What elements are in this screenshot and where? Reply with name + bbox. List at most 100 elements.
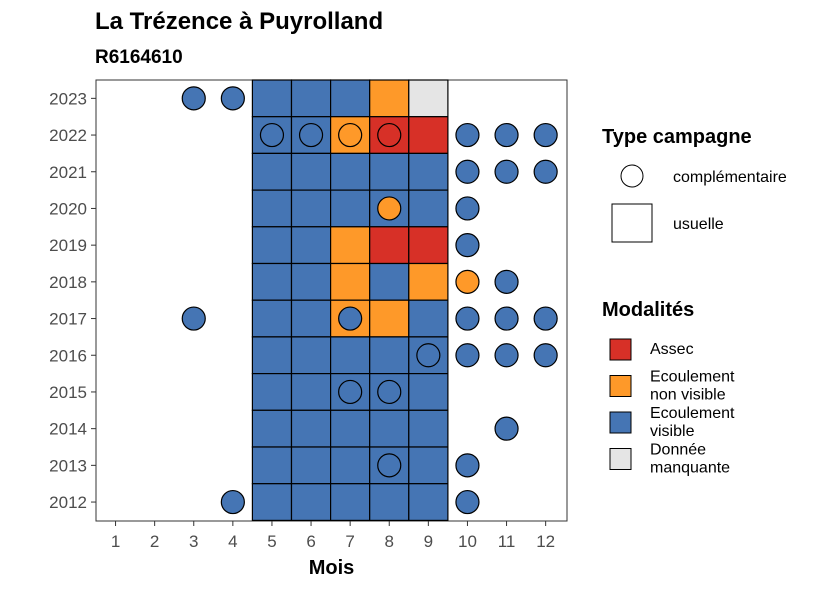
tile-2019-8-assec [369,226,410,265]
x-axis-title: Mois [309,557,355,579]
tile-2022-6-ecoulement-visible [290,116,332,154]
point-2020-10-ecoulement-visible [455,196,480,221]
legend-modalites-title: Modalités [602,299,694,321]
tile-2016-5-ecoulement-visible [251,336,293,375]
point-2017-7-ecoulement-visible [338,306,363,331]
x-tick-label-3: 3 [189,532,198,551]
y-axis: 2012 2013 2014 2015 2016 2017 2018 2019 2020 2021… [49,89,96,512]
point-2013-10-ecoulement-visible [455,453,480,478]
tile-2015-9-ecoulement-visible [408,373,449,411]
point-2016-9-ecoulement-visible [416,343,441,368]
x-tick-label-1: 1 [111,532,120,551]
tile-2012-7-ecoulement-visible [330,483,371,522]
tile-2013-6-ecoulement-visible [290,446,332,485]
legend-type-campagne-title: Type campagne [602,126,752,148]
tile-2017-5-ecoulement-visible [251,299,293,338]
point-2018-11-ecoulement-visible [494,269,519,294]
tile-2018-7-ecoulement-non-visible [330,262,371,301]
point-layer [181,86,558,515]
point-2021-12-ecoulement-visible [533,159,558,184]
tile-2016-7-ecoulement-visible [330,336,371,375]
tile-2013-7-ecoulement-visible [330,446,371,485]
legend-label-assec: Assec [650,341,694,358]
x-tick-label-7: 7 [345,532,354,551]
x-tick-label-8: 8 [385,532,394,551]
point-2015-7-ecoulement-visible [338,379,363,405]
tile-2017-8-ecoulement-non-visible [369,299,410,338]
y-tick-label-2020: 2020 [49,199,87,218]
tile-2014-6-ecoulement-visible [290,409,332,448]
tile-2023-9-donnee-manquante [408,79,449,118]
tile-2015-5-ecoulement-visible [251,373,293,411]
tile-2021-8-ecoulement-visible [369,152,410,191]
tile-2020-6-ecoulement-visible [290,189,332,228]
point-2018-10-ecoulement-non-visible [455,269,480,294]
tile-2019-5-ecoulement-visible [251,226,293,265]
y-tick-label-2015: 2015 [49,383,87,402]
point-2022-5-ecoulement-visible [259,122,285,148]
tile-2019-6-ecoulement-visible [290,226,332,265]
legend-label-donnee-manquante-line1: Donnée [650,442,706,459]
x-tick-label-11: 11 [498,532,516,551]
plot-area [95,79,568,522]
legend-label-ecoulement-non-visible-line2: non visible [650,387,726,404]
tile-2014-8-ecoulement-visible [369,409,410,448]
tile-2019-9-assec [408,226,449,265]
chart-title: La Trézence à Puyrolland [95,8,383,35]
point-2023-4-ecoulement-visible [220,86,245,111]
tile-2021-9-ecoulement-visible [408,152,449,191]
legend-label-ecoulement-visible-line1: Ecoulement [650,405,735,422]
tile-2019-7-ecoulement-non-visible [330,226,371,265]
legend-key-ecoulement-visible [609,411,632,434]
legend-key-assec [609,338,632,361]
tile-2012-6-ecoulement-visible [290,483,332,522]
tile-2017-9-ecoulement-visible [408,299,449,338]
legend-key-complementaire [620,164,644,188]
point-2020-8-ecoulement-non-visible [377,196,402,221]
y-tick-label-2012: 2012 [49,493,87,512]
x-tick-label-4: 4 [228,532,237,551]
y-tick-label-2019: 2019 [49,236,87,255]
tile-2016-6-ecoulement-visible [290,336,332,375]
legend-key-ecoulement-non-visible [609,375,632,397]
x-tick-label-2: 2 [150,532,159,551]
point-2012-10-ecoulement-visible [455,489,480,515]
point-2016-11-ecoulement-visible [494,343,519,368]
point-2012-4-ecoulement-visible [220,489,245,515]
point-2016-10-ecoulement-visible [455,343,480,368]
tile-2018-5-ecoulement-visible [251,262,293,301]
tile-2018-9-ecoulement-non-visible [408,262,449,301]
point-2014-11-ecoulement-visible [494,416,519,441]
legend-label-ecoulement-visible-line2: visible [650,423,695,440]
point-2017-10-ecoulement-visible [455,306,480,331]
tile-2021-6-ecoulement-visible [290,152,332,191]
tile-2015-6-ecoulement-visible [290,373,332,411]
tile-2020-9-ecoulement-visible [408,189,449,228]
legend-label-ecoulement-non-visible-line1: Ecoulement [650,369,735,386]
legend-type-campagne: Type campagne complémentaire usuelle [602,126,787,243]
tile-2023-7-ecoulement-visible [330,79,371,118]
tile-2021-5-ecoulement-visible [251,152,293,191]
point-2021-10-ecoulement-visible [455,159,480,184]
legend-key-donnee-manquante [609,448,632,470]
tile-2020-7-ecoulement-visible [330,189,371,228]
y-tick-label-2013: 2013 [49,456,87,475]
x-tick-label-10: 10 [458,532,477,551]
tile-2013-5-ecoulement-visible [251,446,293,485]
point-2022-6-ecoulement-visible [298,122,324,148]
tile-2022-9-assec [408,116,449,154]
point-2021-11-ecoulement-visible [494,159,519,184]
point-2016-12-ecoulement-visible [533,343,558,368]
tile-2012-8-ecoulement-visible [369,483,410,522]
tile-2014-5-ecoulement-visible [251,409,293,448]
tile-2021-7-ecoulement-visible [330,152,371,191]
tile-layer [251,79,449,522]
tile-2023-8-ecoulement-non-visible [369,79,410,118]
y-tick-label-2021: 2021 [49,163,87,182]
x-tick-label-12: 12 [536,532,555,551]
chart-subtitle: R6164610 [95,47,183,68]
x-tick-label-6: 6 [306,532,315,551]
legend-label-usuelle: usuelle [673,216,724,233]
